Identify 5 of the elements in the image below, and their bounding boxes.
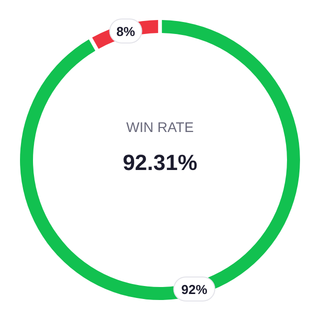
donut-slice xyxy=(20,20,300,300)
data-label: 8% xyxy=(116,24,136,39)
data-label: 92% xyxy=(181,282,208,298)
text: WIN RATE xyxy=(126,119,194,135)
text: 92.31% xyxy=(122,150,198,175)
